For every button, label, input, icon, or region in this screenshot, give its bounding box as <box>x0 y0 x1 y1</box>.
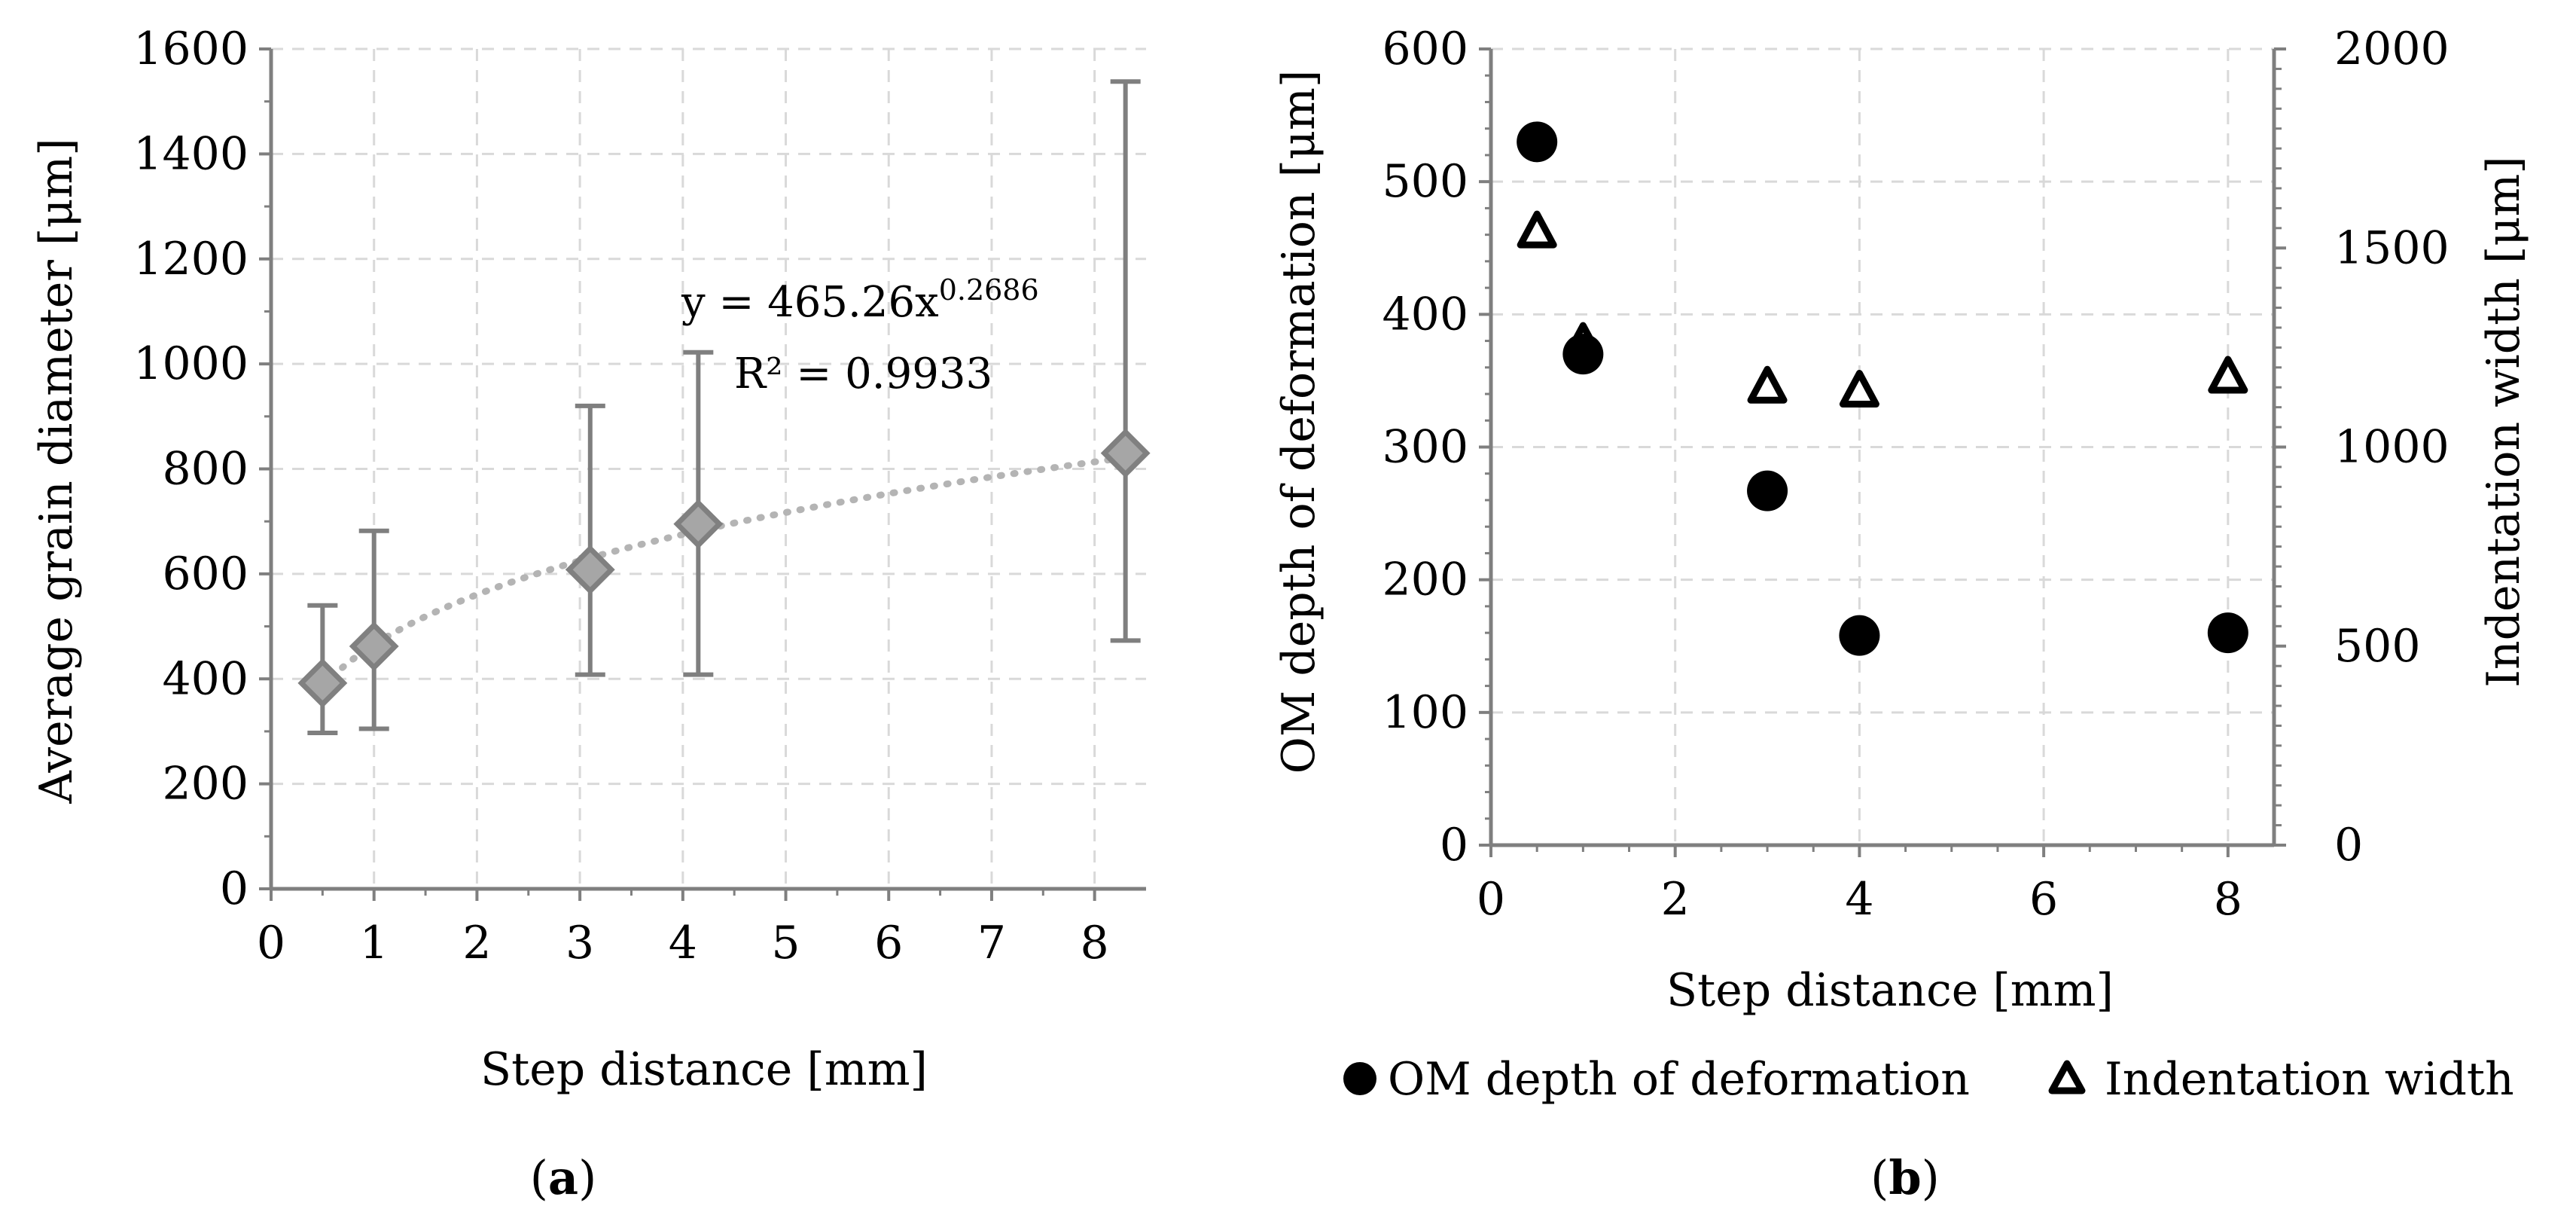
chart-b-y-tick-label-left: 400 <box>1382 288 1468 340</box>
chart-a-panel-label-open: ( <box>530 1150 548 1205</box>
legend-marker-om-depth <box>1343 1062 1376 1095</box>
chart-b-y-tick-label-left: 500 <box>1382 155 1468 208</box>
chart-b-legend: OM depth of deformation Indentation widt… <box>1343 1053 2514 1106</box>
chart-b-panel-label: (b) <box>1870 1150 1940 1205</box>
chart-b-data-point-om-depth <box>1562 334 1604 375</box>
chart-b-panel-label-close: ) <box>1922 1150 1940 1205</box>
chart-a-errorbars <box>307 79 1141 736</box>
chart-a-y-tick-label: 400 <box>162 652 248 705</box>
chart-a-panel-label: (a) <box>530 1150 597 1205</box>
chart-a-x-tick-label: 8 <box>1081 917 1109 969</box>
chart-panel-b: 0 100 200 300 400 500 600 0 500 1000 1500 2000 0 2 4 6 8… <box>1273 23 2530 1205</box>
chart-a-x-tick-label: 2 <box>462 917 491 969</box>
chart-a-y-axis-title: Average grain diameter [μm] <box>30 138 83 804</box>
chart-b-gridlines <box>1491 47 2274 845</box>
chart-b-y-tick-label-right: 1000 <box>2334 421 2449 474</box>
chart-a-trendline <box>319 454 1129 690</box>
chart-b-data-point-om-depth <box>1747 470 1788 511</box>
chart-a-data-point <box>673 499 724 549</box>
chart-a-y-tick-label: 1400 <box>133 127 248 180</box>
chart-b-y-tick-label-right: 500 <box>2334 620 2421 673</box>
chart-a-y-tick-label: 0 <box>220 862 248 915</box>
chart-b-y-axis-title-right: Indentation width [μm] <box>2477 156 2530 687</box>
chart-a-trend-equation-exponent: 0.2686 <box>939 273 1039 307</box>
chart-b-y-tick-label-left: 100 <box>1382 686 1468 739</box>
chart-a-x-tick-label: 1 <box>360 917 389 969</box>
chart-b-x-tick-label: 6 <box>2029 873 2058 926</box>
chart-b-data-point-indentation-width <box>1517 210 1557 249</box>
chart-a-x-axis-title: Step distance [mm] <box>480 1043 928 1096</box>
chart-b-x-tick-label: 4 <box>1845 873 1873 926</box>
chart-a-x-tick-label: 5 <box>771 917 800 969</box>
chart-a-y-tick-label: 1600 <box>133 23 248 75</box>
chart-a-data-point <box>1100 428 1151 478</box>
chart-b-y-tick-label-left: 600 <box>1382 23 1468 75</box>
chart-b-y-tick-label-right: 1500 <box>2334 221 2449 274</box>
chart-b-data-point-om-depth <box>1517 121 1558 163</box>
chart-a-y-tick-label: 200 <box>162 758 248 810</box>
chart-b-x-tick-label: 0 <box>1477 873 1505 926</box>
chart-panel-a: 0 200 400 600 800 1000 1200 1400 1600 0 1 2 3 4 5 6 7 8 y… <box>30 23 1151 1205</box>
chart-a-x-tick-label: 7 <box>977 917 1006 969</box>
chart-a-x-tick-label: 4 <box>669 917 697 969</box>
chart-a-x-tick-label: 6 <box>874 917 903 969</box>
chart-b-y-tick-label-left: 200 <box>1382 554 1468 606</box>
chart-b-y-tick-label-right: 0 <box>2334 819 2363 872</box>
chart-a-y-tick-label: 1200 <box>133 233 248 285</box>
chart-a-trend-equation: y = 465.26x0.2686 <box>681 273 1039 327</box>
chart-b-panel-label-open: ( <box>1870 1150 1889 1205</box>
legend-label-om-depth: OM depth of deformation <box>1388 1053 1970 1106</box>
chart-b-data-point-om-depth <box>2207 612 2248 654</box>
chart-b-ticks: 0 100 200 300 400 500 600 0 500 1000 1500 2000 0 2 4 6 8 <box>1382 23 2449 926</box>
chart-a-trend-equation-base: y = 465.26x <box>681 278 939 327</box>
chart-a-data-point <box>297 658 348 708</box>
chart-b-y-axis-title-left: OM depth of deformation [μm] <box>1273 70 1325 774</box>
chart-a-x-tick-label: 0 <box>257 917 285 969</box>
chart-b-data-point-indentation-width <box>1839 370 1879 408</box>
chart-a-trend-r2: R² = 0.9933 <box>734 350 992 398</box>
chart-a-data-point <box>565 545 615 595</box>
chart-b-y-tick-label-right: 2000 <box>2334 23 2449 75</box>
chart-a-gridlines <box>271 47 1146 889</box>
chart-b-y-tick-label-left: 300 <box>1382 421 1468 474</box>
chart-b-x-tick-label: 2 <box>1661 873 1690 926</box>
legend-label-indentation-width: Indentation width <box>2105 1053 2514 1106</box>
chart-b-panel-label-letter: b <box>1889 1150 1921 1205</box>
chart-b-y-tick-label-left: 0 <box>1440 819 1468 872</box>
chart-b-x-tick-label: 8 <box>2214 873 2242 926</box>
chart-a-trendline-path <box>319 454 1129 690</box>
chart-a-x-tick-label: 3 <box>566 917 594 969</box>
chart-b-data-point-indentation-width <box>2208 356 2248 394</box>
legend-marker-indentation-width <box>2048 1060 2086 1094</box>
chart-a-data-point <box>349 621 399 671</box>
chart-a-y-tick-label: 1000 <box>133 337 248 390</box>
chart-a-panel-label-letter: a <box>548 1150 578 1205</box>
chart-a-panel-label-close: ) <box>578 1150 596 1205</box>
chart-a-y-tick-label: 800 <box>162 443 248 496</box>
chart-a-y-tick-label: 600 <box>162 548 248 600</box>
chart-b-data-point-indentation-width <box>1747 365 1788 404</box>
chart-a-points <box>297 428 1151 708</box>
chart-b-x-axis-title: Step distance [mm] <box>1666 964 2114 1017</box>
chart-a-ticks: 0 200 400 600 800 1000 1200 1400 1600 0 1 2 3 4 5 6 7 8 <box>133 23 1108 969</box>
chart-b-points <box>1517 121 2248 656</box>
chart-b-data-point-om-depth <box>1839 615 1880 656</box>
